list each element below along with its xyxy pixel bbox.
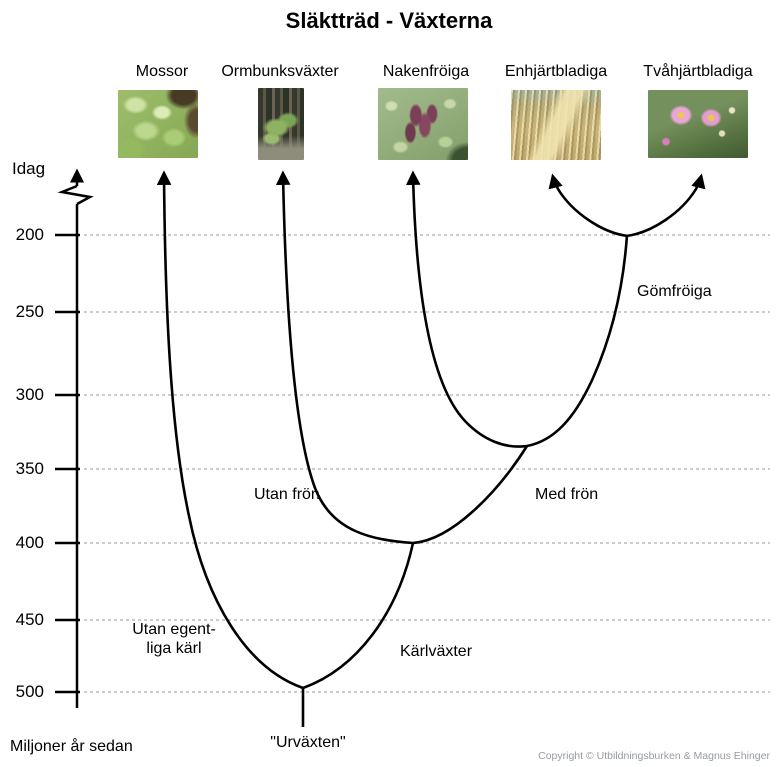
tick-label-500: 500 [15, 682, 44, 701]
page-title: Släktträd - Växterna [285, 8, 493, 33]
column-label-enhjartbladiga: Enhjärtbladiga [504, 63, 608, 80]
tvahjartbladiga-photo [648, 90, 748, 158]
label-gomfroiga: Gömfröiga [637, 283, 712, 300]
time-gridlines [84, 234, 770, 693]
branch-ormbunksvaxter [275, 170, 529, 545]
branch-tvahjartbladiga [625, 173, 706, 238]
column-label-tvahjartbladiga: Tvåhjärtbladiga [643, 63, 753, 80]
branch-nakenfroiga [405, 170, 629, 448]
nakenfroiga-photo [378, 88, 468, 160]
copyright-text: Copyright © Utbildningsburken & Magnus E… [538, 750, 770, 762]
ormbunksvaxter-photo [258, 88, 304, 160]
axis-today-label: Idag [12, 159, 46, 178]
column-label-nakenfroiga: Nakenfröiga [382, 63, 470, 80]
tick-label-300: 300 [15, 385, 44, 404]
tick-label-350: 350 [15, 459, 44, 478]
column-label-ormbunksvaxter: Ormbunksväxter [221, 63, 339, 80]
label-utan-egentliga-karl-line2: liga kärl [146, 640, 202, 657]
axis-tick-marks [55, 233, 80, 694]
label-karlvaxter: Kärlväxter [400, 643, 473, 660]
label-urvaxten: "Urväxten" [270, 734, 346, 751]
tick-label-400: 400 [15, 533, 44, 552]
label-utan-egentliga-karl: Utan egent- liga kärl [104, 620, 244, 658]
label-utan-egentliga-karl-line1: Utan egent- [132, 621, 216, 638]
column-label-mossor: Mossor [135, 63, 189, 80]
branch-mossor [156, 170, 415, 690]
label-med-fron: Med frön [535, 486, 599, 503]
label-utan-fron: Utan frön [254, 486, 320, 503]
mossor-photo [118, 90, 198, 158]
tick-label-200: 200 [15, 225, 44, 244]
tick-label-250: 250 [15, 302, 44, 321]
axis-unit-label: Miljoner år sedan [10, 738, 133, 755]
branch-enhjartbladiga [548, 173, 629, 238]
tick-label-450: 450 [15, 610, 44, 629]
axis-break-icon [57, 184, 94, 206]
enhjartbladiga-photo [511, 90, 601, 160]
